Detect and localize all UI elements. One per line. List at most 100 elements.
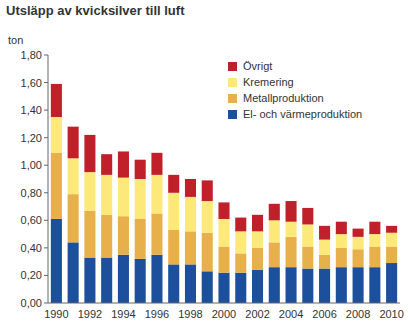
bar-segment xyxy=(185,231,196,264)
bar-segment xyxy=(118,178,129,217)
bar-segment xyxy=(151,153,162,175)
bar-segment xyxy=(302,208,313,225)
bar-segment xyxy=(319,269,330,303)
bar-segment xyxy=(353,237,364,249)
bar-segment xyxy=(151,175,162,214)
x-tick-label: 2010 xyxy=(379,308,403,320)
y-tick-label: 0,00 xyxy=(21,297,42,309)
chart: Utsläpp av kvicksilver till luft ton 0,00 0… xyxy=(0,0,408,334)
legend-label: El- och värmeproduktion xyxy=(243,108,362,120)
bar-segment xyxy=(51,219,62,303)
bar-segment xyxy=(252,248,263,270)
bar-segment xyxy=(168,175,179,193)
bar-segment xyxy=(135,160,146,179)
bar-segment xyxy=(84,135,95,172)
bar-segment xyxy=(101,215,112,258)
x-tick-label: 2006 xyxy=(312,308,336,320)
legend-label: Kremering xyxy=(243,76,294,88)
bar-segment xyxy=(202,201,213,233)
bar-segment xyxy=(269,242,280,267)
y-tick-label: 1,60 xyxy=(21,77,42,89)
bar-segment xyxy=(218,273,229,303)
y-tick-label: 0,60 xyxy=(21,214,42,226)
legend-label: Metallproduktion xyxy=(243,92,324,104)
y-tick xyxy=(44,247,48,248)
legend-swatch xyxy=(228,110,237,119)
x-tick-label: 2004 xyxy=(279,308,303,320)
bar-segment xyxy=(252,215,263,232)
bar-segment xyxy=(218,219,229,247)
bar-segment xyxy=(51,84,62,117)
y-tick-label: 0,20 xyxy=(21,269,42,281)
bar-segment xyxy=(235,218,246,232)
x-axis xyxy=(48,303,400,304)
bar-segment xyxy=(68,242,79,303)
bar-segment xyxy=(235,273,246,303)
legend-swatch xyxy=(228,78,237,87)
y-tick-label: 1,80 xyxy=(21,49,42,61)
bar-segment xyxy=(319,226,330,240)
bar-segment xyxy=(286,222,297,237)
bar-segment xyxy=(302,224,313,246)
bar-segment xyxy=(185,197,196,231)
bar-segment xyxy=(386,233,397,247)
bar-segment xyxy=(202,271,213,303)
bar-segment xyxy=(336,248,347,267)
y-tick xyxy=(44,165,48,166)
y-tick xyxy=(44,137,48,138)
bar-segment xyxy=(202,180,213,201)
y-axis-label: ton xyxy=(8,34,23,46)
bar-segment xyxy=(369,222,380,234)
bar-segment xyxy=(286,237,297,267)
bar-segment xyxy=(319,240,330,255)
bar-segment xyxy=(286,267,297,303)
bar-segment xyxy=(51,117,62,153)
y-tick-label: 1,40 xyxy=(21,104,42,116)
legend-swatch xyxy=(228,62,237,71)
bar-segment xyxy=(252,231,263,248)
bar-segment xyxy=(336,222,347,234)
bar-segment xyxy=(118,151,129,177)
bar-segment xyxy=(269,220,280,242)
bar-segment xyxy=(84,211,95,258)
bar-segment xyxy=(118,216,129,255)
bar-segment xyxy=(151,213,162,254)
bar-segment xyxy=(302,247,313,269)
bar-segment xyxy=(386,263,397,303)
bar-segment xyxy=(336,267,347,303)
bar-segment xyxy=(286,201,297,222)
y-tick xyxy=(44,303,48,304)
bar-segment xyxy=(51,153,62,219)
y-tick-label: 0,40 xyxy=(21,242,42,254)
bar-segment xyxy=(168,193,179,230)
y-tick-label: 1,00 xyxy=(21,159,42,171)
x-tick-label: 1994 xyxy=(111,308,135,320)
title: Utsläpp av kvicksilver till luft xyxy=(6,3,185,18)
bar-segment xyxy=(68,194,79,242)
bar-segment xyxy=(168,264,179,303)
bar-segment xyxy=(101,258,112,303)
bar-segment xyxy=(151,255,162,303)
x-tick-label: 1998 xyxy=(178,308,202,320)
x-tick-label: 1990 xyxy=(44,308,68,320)
x-tick-label: 2002 xyxy=(245,308,269,320)
bar-segment xyxy=(353,267,364,303)
bar-segment xyxy=(369,234,380,246)
bar-segment xyxy=(353,229,364,237)
y-axis xyxy=(48,55,49,303)
bar-segment xyxy=(269,267,280,303)
bar-segment xyxy=(319,255,330,269)
x-tick-label: 2000 xyxy=(212,308,236,320)
bar-segment xyxy=(353,249,364,267)
bar-segment xyxy=(185,179,196,197)
bar-segment xyxy=(135,179,146,219)
bar-segment xyxy=(135,259,146,303)
bar-segment xyxy=(369,247,380,268)
legend-swatch xyxy=(228,94,237,103)
bar-segment xyxy=(68,158,79,194)
bar-segment xyxy=(369,267,380,303)
bar-segment xyxy=(135,219,146,259)
bar-segment xyxy=(336,234,347,248)
y-tick xyxy=(44,110,48,111)
bar-segment xyxy=(84,258,95,303)
